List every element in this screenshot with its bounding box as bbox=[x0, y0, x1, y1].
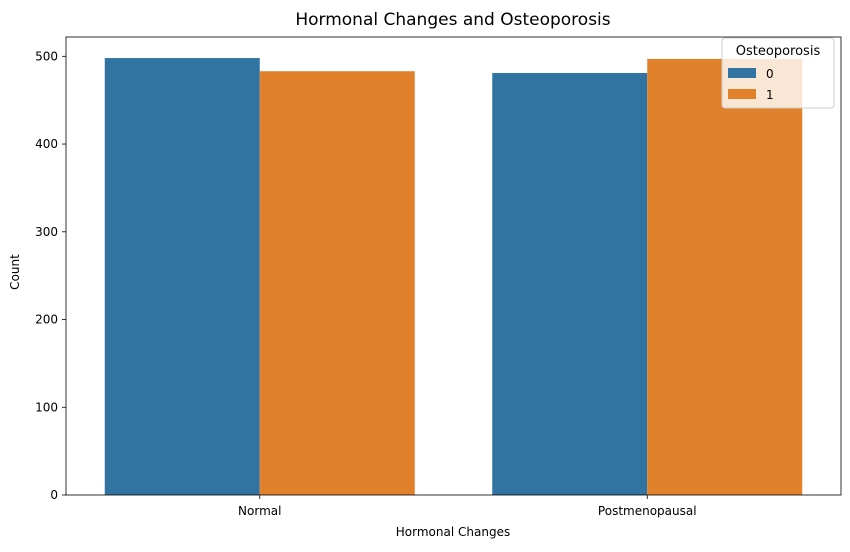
x-axis-label: Hormonal Changes bbox=[396, 525, 510, 539]
y-tick-label: 100 bbox=[35, 400, 58, 414]
y-axis-label: Count bbox=[8, 254, 22, 290]
legend-label: 0 bbox=[766, 67, 774, 81]
y-tick-label: 300 bbox=[35, 225, 58, 239]
y-tick-label: 400 bbox=[35, 137, 58, 151]
bar-normal-osteoporosis-1 bbox=[259, 71, 415, 495]
legend: Osteoporosis 01 bbox=[721, 37, 835, 109]
x-tick-label: Normal bbox=[238, 504, 281, 518]
bar-postmenopausal-osteoporosis-0 bbox=[492, 72, 648, 495]
bar-normal-osteoporosis-0 bbox=[104, 58, 260, 496]
legend-swatch bbox=[728, 89, 756, 99]
bars-layer bbox=[104, 58, 803, 496]
legend-entries: 01 bbox=[728, 67, 774, 102]
plot-frame bbox=[65, 36, 842, 496]
legend-swatch bbox=[728, 68, 756, 78]
chart-title: Hormonal Changes and Osteoporosis bbox=[295, 10, 610, 30]
y-tick-label: 500 bbox=[35, 49, 58, 63]
x-tick-label: Postmenopausal bbox=[598, 504, 697, 518]
y-tick-label: 0 bbox=[50, 488, 58, 502]
legend-title: Osteoporosis bbox=[736, 44, 821, 59]
y-tick-label: 200 bbox=[35, 313, 58, 327]
legend-label: 1 bbox=[766, 88, 774, 102]
bar-postmenopausal-osteoporosis-1 bbox=[647, 58, 803, 496]
